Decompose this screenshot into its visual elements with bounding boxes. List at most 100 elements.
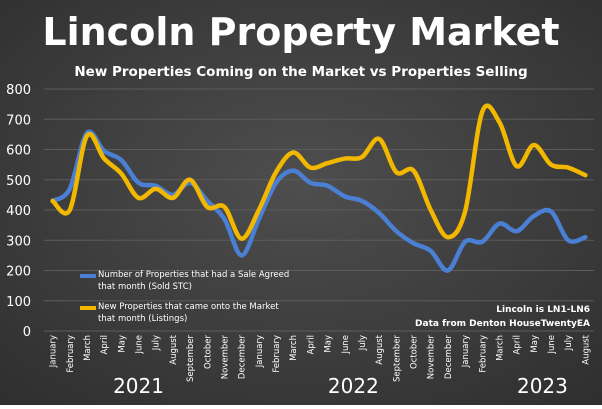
x-tick-label: June: [341, 335, 351, 355]
x-tick-label: March: [495, 335, 505, 361]
x-tick-label: November: [220, 334, 230, 379]
data-point-listings: [69, 209, 71, 211]
data-point-sold-stc: [378, 212, 380, 214]
data-point-listings: [430, 209, 432, 211]
data-point-sold-stc: [103, 150, 105, 152]
data-point-sold-stc: [206, 200, 208, 202]
data-point-listings: [481, 111, 483, 113]
grid-lines: [44, 88, 594, 332]
data-point-listings: [241, 238, 243, 240]
data-point-listings: [567, 167, 569, 169]
x-tick-label: June: [547, 335, 557, 355]
x-tick-label: February: [66, 335, 76, 373]
data-point-sold-stc: [498, 223, 501, 225]
year-label: 2021: [113, 374, 164, 398]
x-tick-label: January: [49, 335, 59, 368]
data-point-listings: [464, 210, 466, 213]
series-line-listings: [50, 103, 588, 241]
year-label: 2022: [328, 374, 379, 398]
x-tick-label: January: [255, 335, 265, 368]
x-tick-label: March: [83, 335, 93, 361]
data-point-sold-stc: [464, 241, 466, 243]
data-point-listings: [395, 171, 397, 173]
data-point-sold-stc: [395, 230, 397, 232]
y-tick-label: 700: [6, 113, 31, 128]
legend-label-listings-wrap: New Properties that came onto the Market…: [98, 302, 279, 324]
data-point-listings: [172, 197, 174, 199]
x-tick-label: May: [530, 335, 540, 353]
x-tick-label: September: [186, 334, 196, 381]
data-point-listings: [447, 236, 449, 238]
x-tick-label: July: [564, 335, 574, 351]
series-line-sold-stc: [50, 129, 588, 273]
x-tick-label: July: [358, 335, 368, 351]
data-point-listings: [223, 206, 226, 208]
data-point-sold-stc: [447, 269, 449, 272]
data-point-listings: [412, 170, 415, 172]
legend-label-sold-wrap: Number of Properties that had a Sale Agr…: [98, 270, 290, 292]
chart-title: Lincoln Property Market: [42, 10, 559, 54]
y-tick-label: 0: [23, 325, 31, 340]
data-point-listings: [137, 197, 140, 199]
data-point-sold-stc: [292, 170, 294, 172]
x-tick-label: April: [306, 335, 316, 354]
data-point-sold-stc: [155, 185, 157, 187]
y-tick-label: 600: [6, 144, 31, 159]
x-tick-label: May: [117, 335, 127, 353]
data-point-listings: [533, 144, 535, 146]
data-point-listings: [189, 179, 191, 181]
data-point-sold-stc: [172, 194, 174, 196]
x-tick-label: August: [375, 334, 385, 364]
data-point-sold-stc: [516, 230, 518, 232]
legend-label-listings: New Properties that came onto the Market…: [98, 302, 279, 324]
data-point-sold-stc: [430, 250, 432, 252]
data-point-sold-stc: [344, 195, 346, 197]
y-tick-label: 100: [6, 295, 31, 310]
data-point-listings: [258, 209, 260, 211]
data-point-sold-stc: [241, 254, 243, 256]
data-point-sold-stc: [533, 215, 535, 217]
data-point-listings: [86, 135, 88, 137]
data-point-sold-stc: [481, 241, 483, 243]
x-tick-label: March: [289, 335, 299, 361]
data-point-listings: [155, 188, 157, 190]
x-tick-label: January: [461, 335, 471, 368]
x-tick-label: April: [100, 335, 110, 354]
y-tick-label: 400: [6, 204, 31, 219]
x-tick-label: December: [238, 334, 248, 379]
data-point-listings: [361, 156, 363, 158]
data-point-sold-stc: [361, 200, 363, 202]
x-tick-label: September: [392, 334, 402, 381]
x-tick-label: August: [581, 334, 591, 364]
data-point-sold-stc: [550, 210, 552, 213]
data-point-listings: [516, 165, 518, 167]
legend-label-sold: Number of Properties that had a Sale Agr…: [98, 270, 290, 292]
x-axis-ticks: January February March April May June July Augu…: [49, 334, 592, 382]
data-point-listings: [292, 151, 294, 154]
x-tick-label: July: [152, 335, 162, 351]
data-point-sold-stc: [69, 188, 71, 190]
data-point-sold-stc: [120, 159, 122, 161]
data-point-sold-stc: [567, 239, 569, 241]
data-point-listings: [51, 200, 54, 202]
x-tick-label: October: [410, 335, 420, 370]
data-point-listings: [103, 157, 105, 160]
data-point-listings: [378, 138, 380, 140]
data-point-sold-stc: [223, 218, 226, 220]
x-tick-label: May: [324, 335, 334, 353]
data-point-sold-stc: [258, 218, 260, 220]
data-point-sold-stc: [275, 182, 277, 184]
data-point-listings: [309, 167, 312, 169]
x-tick-label: November: [427, 334, 437, 379]
y-tick-label: 200: [6, 265, 31, 280]
annotation-region: Lincoln is LN1-LN6: [496, 305, 590, 315]
data-point-listings: [206, 206, 208, 208]
y-tick-label: 800: [6, 83, 31, 98]
data-point-listings: [584, 174, 587, 176]
x-tick-label: April: [513, 335, 523, 354]
data-point-listings: [120, 173, 122, 175]
data-point-sold-stc: [412, 242, 415, 244]
